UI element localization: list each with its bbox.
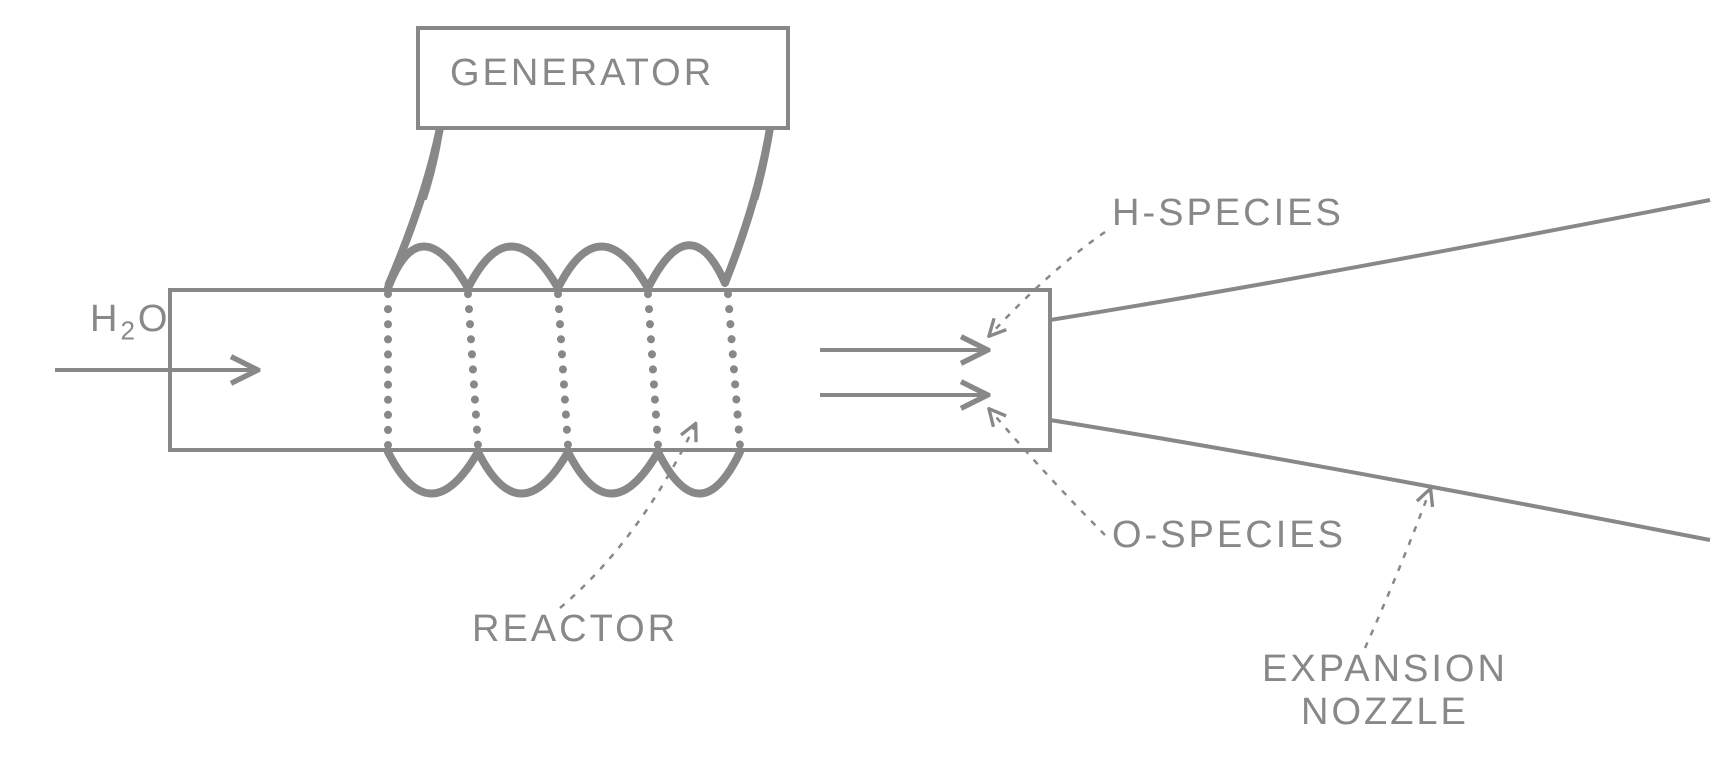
pointer-o-species [990,410,1105,535]
expansion-nozzle-label: EXPANSION NOZZLE [1262,648,1508,734]
input-label: H2O [90,298,170,347]
pointer-expansion-nozzle [1365,490,1430,648]
o-species-label: O-SPECIES [1112,514,1346,557]
pointer-h-species [990,232,1105,335]
generator-label: GENERATOR [450,52,714,95]
h-species-label: H-SPECIES [1112,192,1344,235]
reactor-label: REACTOR [472,608,678,651]
